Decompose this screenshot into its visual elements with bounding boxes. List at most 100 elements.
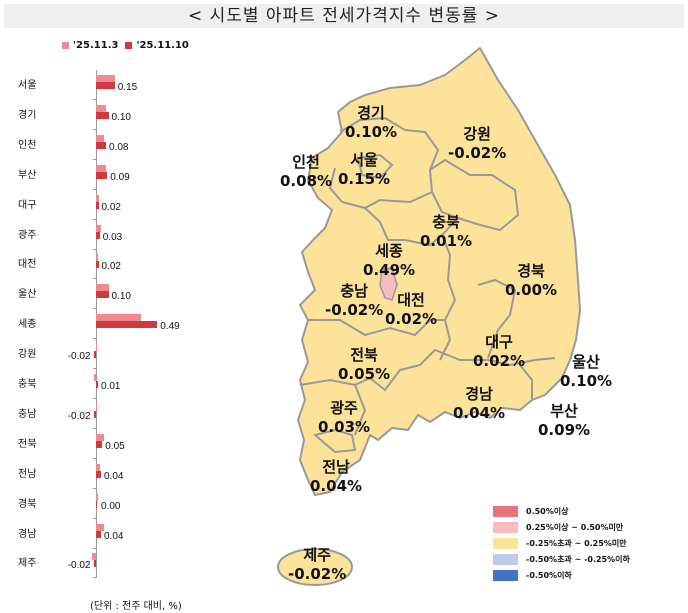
data-label: 0.00 (101, 500, 121, 512)
series-legend: '25.11.3 '25.11.10 (62, 40, 189, 51)
chart-row: 전남 0.04 (0, 459, 200, 489)
bar-series-2 (96, 261, 99, 269)
data-label: 0.02 (101, 201, 121, 213)
category-label: 경남 (18, 528, 37, 540)
map-region-label: 제주 -0.02% (288, 546, 346, 584)
data-label: 0.08 (109, 141, 129, 153)
chart-row: 경남 0.04 (0, 519, 200, 549)
axis-tick (93, 338, 97, 340)
map-region-label: 경북 0.00% (505, 262, 557, 300)
map-region-label: 세종 0.49% (363, 242, 415, 280)
map-region-label: 서울 0.15% (338, 151, 390, 189)
map-legend-item: 0.50%이상 (493, 503, 630, 519)
map-region-label: 경남 0.04% (453, 385, 505, 423)
region-value: 0.02% (473, 352, 526, 370)
bar-series-1 (96, 164, 106, 172)
legend-swatch (493, 537, 518, 549)
region-value: 0.15% (338, 170, 391, 188)
chart-row: 광주 0.03 (0, 220, 200, 250)
data-label: 0.05 (105, 440, 125, 452)
axis-tick (93, 547, 97, 549)
region-name: 서울 (350, 151, 378, 169)
region-value: -0.02% (288, 565, 347, 583)
region-name: 전남 (322, 458, 350, 476)
map-region-label: 대구 0.02% (473, 333, 525, 371)
map-region-label: 충북 0.01% (420, 213, 472, 251)
bar-series-2 (96, 440, 103, 448)
bar-series-2 (93, 351, 96, 359)
bar-series-2 (93, 410, 96, 418)
region-name: 대전 (397, 291, 425, 309)
bar-series-2 (96, 171, 108, 179)
bar-series-2 (96, 201, 99, 209)
region-value: 0.04% (310, 477, 363, 495)
region-value: 0.10% (560, 372, 613, 390)
axis-tick (93, 427, 97, 429)
category-label: 충남 (18, 408, 37, 420)
category-label: 서울 (18, 80, 37, 91)
bar-series-2 (96, 141, 106, 149)
bar-series-1 (96, 224, 101, 232)
page-title: < 시도별 아파트 전세가격지수 변동률 > (4, 4, 684, 28)
chart-row: 대구 0.02 (0, 190, 200, 220)
bar-series-2 (96, 500, 97, 508)
bar-series-1 (96, 134, 104, 142)
category-label: 광주 (18, 229, 37, 241)
category-label: 경기 (18, 109, 37, 121)
data-label: 0.03 (102, 231, 123, 243)
map-legend: 0.50%이상 0.25%이상 ~ 0.50%미만 -0.25%초과 ~ 0.25%… (493, 503, 630, 583)
bar-series-1 (96, 523, 104, 531)
axis-tick (93, 158, 97, 160)
region-name: 경기 (357, 104, 385, 122)
legend-label: -0.50%초과 ~ -0.25%이하 (526, 554, 630, 564)
region-name: 전북 (350, 346, 378, 364)
region-name: 충남 (340, 282, 368, 300)
region-value: 0.04% (453, 404, 506, 422)
map-region-label: 강원 -0.02% (448, 125, 506, 163)
chart-row: 부산 0.09 (0, 160, 200, 190)
bar-series-2 (93, 560, 96, 568)
region-value: 0.01% (420, 232, 473, 250)
bar-series-1 (96, 493, 98, 501)
category-label: 대구 (18, 199, 37, 211)
map-region-label: 대전 0.02% (385, 291, 437, 329)
bar-chart: 서울 0.15 경기 0.10 인천 0.08 부산 0.09 대구 0.02 광주 0.03 대전 0.… (0, 64, 200, 584)
legend-swatch (493, 553, 518, 565)
bar-series-1 (96, 284, 109, 292)
axis-tick (93, 278, 97, 280)
chart-row: 충남 -0.02 (0, 399, 200, 429)
data-label: 0.10 (111, 291, 131, 303)
region-name: 대구 (485, 333, 513, 351)
bar-series-1 (96, 75, 115, 82)
bar-series-2 (96, 530, 101, 538)
map-region-label: 광주 0.03% (318, 399, 370, 437)
region-value: 0.02% (385, 310, 438, 328)
sejong-region (379, 267, 398, 301)
legend-swatch (493, 505, 518, 517)
chart-row: 세종 0.49 (0, 309, 200, 339)
category-label: 울산 (18, 289, 37, 301)
axis-tick (93, 577, 97, 579)
bar-series-2 (96, 291, 109, 299)
axis-tick (93, 398, 97, 399)
bar-series-1 (96, 433, 104, 441)
data-label: 0.10 (111, 111, 131, 123)
category-label: 전북 (18, 438, 37, 450)
axis-tick (93, 517, 97, 519)
legend-swatch-series-1 (62, 42, 69, 49)
map-legend-item: -0.50%이하 (493, 567, 630, 583)
chart-row: 대전 0.02 (0, 249, 200, 279)
legend-swatch (493, 569, 518, 581)
data-label: 0.09 (110, 171, 130, 183)
region-value: 0.10% (345, 123, 398, 141)
region-name: 충북 (432, 213, 460, 231)
region-name: 경북 (517, 262, 545, 280)
map-legend-item: 0.25%이상 ~ 0.50%미만 (493, 519, 630, 535)
map-region-label: 인천 0.08% (280, 153, 332, 191)
data-label: 0.02 (101, 261, 121, 273)
bar-series-1 (96, 344, 97, 352)
region-name: 울산 (572, 353, 600, 371)
jeju-region (277, 548, 353, 586)
unit-note: (단위 : 전주 대비, %) (90, 601, 182, 612)
legend-label: -0.25%초과 ~ 0.25%미만 (526, 538, 627, 548)
